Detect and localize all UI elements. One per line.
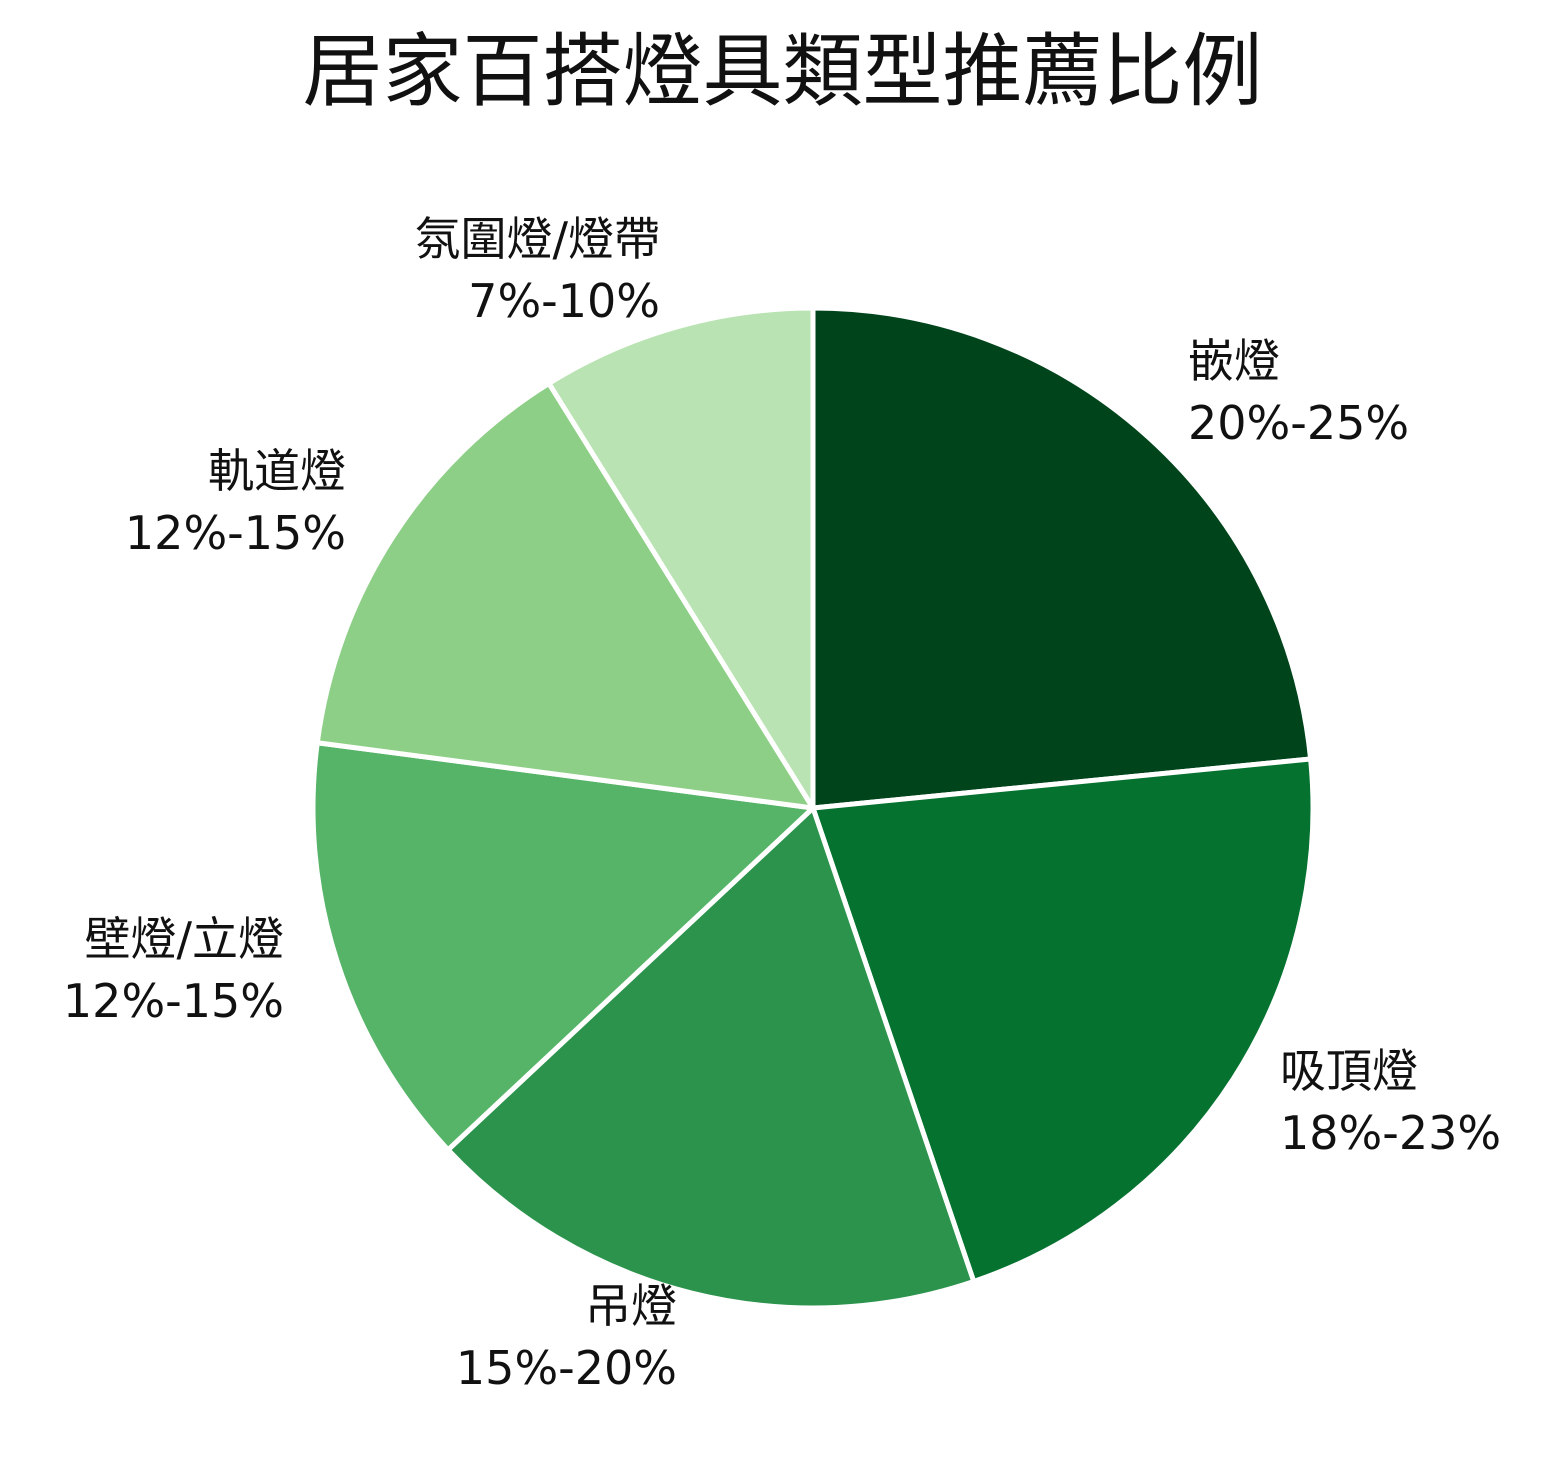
pie-slice [810,756,1316,1284]
pie-slice [445,805,977,1311]
pie-slice [810,305,1314,811]
pie-slice [310,740,816,1153]
chart-title: 居家百搭燈具類型推薦比例 [302,25,1263,118]
slice-label-track: 軌道燈 12%-15% [124,444,346,560]
pie-slice [314,380,816,811]
pie-slice [546,305,816,811]
slice-label-wall-floor: 壁燈/立燈 12%-15% [62,912,284,1028]
slice-label-ceiling: 吸頂燈 18%-23% [1280,1044,1502,1160]
pie-slices [310,305,1316,1311]
slice-label-recessed: 嵌燈 20%-25% [1188,334,1410,450]
slice-label-pendant: 吊燈 15%-20% [455,1279,677,1395]
slice-label-ambient: 氛圍燈/燈帶 7%-10% [414,212,661,328]
